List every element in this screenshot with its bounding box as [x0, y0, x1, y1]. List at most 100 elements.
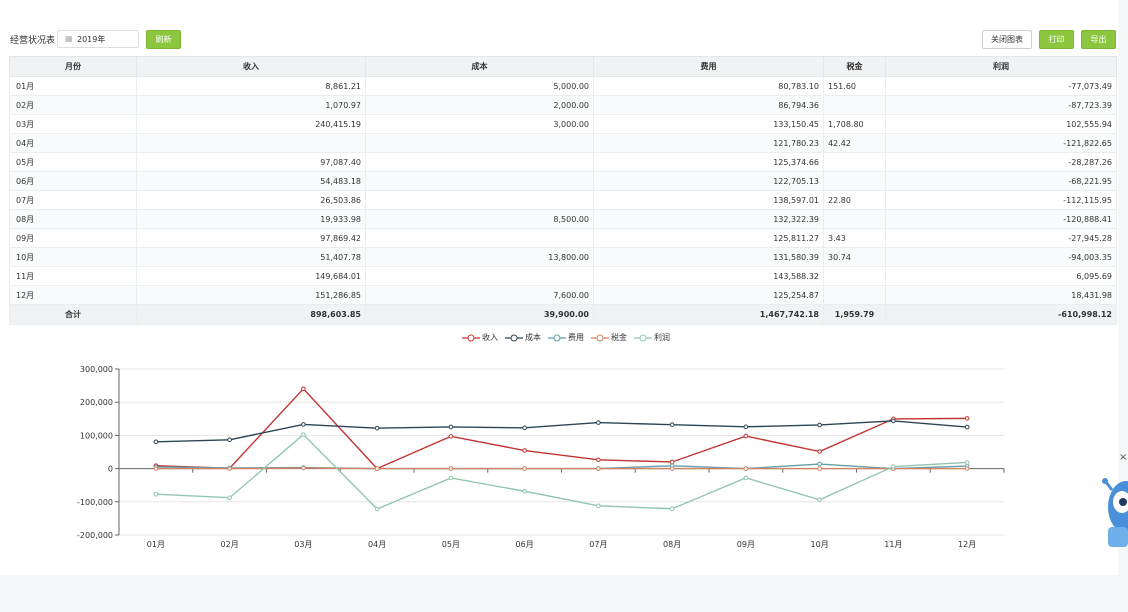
- table-row[interactable]: 03月 240,415.19 3,000.00 133,150.45 1,708.80 1…: [9, 114, 1117, 134]
- data-point: [669, 466, 675, 471]
- cell-month: 04月: [9, 133, 137, 153]
- cell-month: 10月: [9, 247, 137, 267]
- data-point: [374, 506, 380, 512]
- year-picker[interactable]: ▦ 2019年: [57, 30, 139, 48]
- data-point: [153, 491, 159, 497]
- table-row[interactable]: 02月 1,070.97 2,000.00 86,794.36 -87,723.39: [9, 95, 1117, 115]
- cell-income: 8,861.21: [136, 76, 366, 96]
- cell-profit: 6,095.69: [885, 266, 1117, 286]
- x-tick-label: 06月: [516, 540, 534, 549]
- legend-marker-icon: [634, 334, 652, 341]
- total-profit: -610,998.12: [885, 304, 1117, 325]
- total-expense: 1,467,742.18: [593, 304, 824, 325]
- cell-expense: 125,254.87: [593, 285, 824, 305]
- refresh-button[interactable]: 刷新: [146, 30, 181, 49]
- legend-label: 收入: [482, 333, 498, 342]
- cell-income: 240,415.19: [136, 114, 366, 134]
- data-point: [743, 424, 749, 430]
- cell-expense: 80,783.10: [593, 76, 824, 96]
- cell-cost: [365, 133, 594, 153]
- data-point: [743, 475, 749, 481]
- cell-income: 97,087.40: [136, 152, 366, 172]
- cell-expense: 125,811.27: [593, 228, 824, 248]
- legend-item[interactable]: 收入: [462, 332, 498, 343]
- cell-expense: 143,588.32: [593, 266, 824, 286]
- table-row[interactable]: 08月 19,933.98 8,500.00 132,322.39 -120,888.4…: [9, 209, 1117, 229]
- y-tick-label: -200,000: [77, 531, 113, 540]
- table-row[interactable]: 12月 151,286.85 7,600.00 125,254.87 18,431.98: [9, 285, 1117, 305]
- cell-month: 12月: [9, 285, 137, 305]
- cell-tax: 151.60: [823, 76, 886, 96]
- line-chart: 300,000 200,000 100,000 0 -100,000 -200,000 01…: [77, 365, 1005, 549]
- col-header-income[interactable]: 收入: [136, 56, 366, 77]
- series-line: [155, 467, 968, 470]
- cell-profit: -94,003.35: [885, 247, 1117, 267]
- table-row[interactable]: 11月 149,684.01 143,588.32 6,095.69: [9, 266, 1117, 286]
- table-header-row: 月份 收入 成本 费用 税金 利润: [9, 56, 1117, 77]
- total-cost: 39,900.00: [365, 304, 594, 325]
- cell-profit: -112,115.95: [885, 190, 1117, 210]
- cell-cost: 3,000.00: [365, 114, 594, 134]
- data-point: [301, 386, 306, 392]
- x-tick-label: 10月: [811, 540, 829, 549]
- y-tick-label: -100,000: [77, 498, 113, 507]
- table-body: 01月 8,861.21 5,000.00 80,783.10 151.60 -77,07…: [9, 76, 1117, 305]
- cell-income: 151,286.85: [136, 285, 366, 305]
- legend-item[interactable]: 费用: [548, 332, 584, 343]
- cell-month: 08月: [9, 209, 137, 229]
- legend-item[interactable]: 税金: [591, 332, 627, 343]
- close-chart-button[interactable]: 关闭图表: [982, 30, 1032, 49]
- data-point: [227, 466, 232, 471]
- cell-tax: 42.42: [823, 133, 886, 153]
- col-header-profit[interactable]: 利润: [885, 56, 1117, 77]
- data-point: [448, 434, 454, 439]
- data-point: [301, 422, 306, 427]
- table-row[interactable]: 09月 97,869.42 125,811.27 3.43 -27,945.28: [9, 228, 1117, 248]
- col-header-expense[interactable]: 费用: [593, 56, 824, 77]
- data-point: [669, 422, 675, 427]
- chart-legend: 收入 成本 费用 税金 利润: [462, 332, 677, 344]
- cell-expense: 138,597.01: [593, 190, 824, 210]
- col-header-month[interactable]: 月份: [9, 56, 137, 77]
- legend-marker-icon: [591, 334, 609, 341]
- legend-label: 利润: [654, 333, 670, 342]
- legend-item[interactable]: 利润: [634, 332, 670, 343]
- cell-profit: -120,888.41: [885, 209, 1117, 229]
- cell-tax: 22.80: [823, 190, 886, 210]
- cell-income: 149,684.01: [136, 266, 366, 286]
- report-title: 经营状况表: [10, 36, 56, 46]
- x-tick-label: 05月: [442, 540, 460, 549]
- cell-month: 05月: [9, 152, 137, 172]
- cell-cost: [365, 171, 594, 191]
- data-point: [596, 420, 601, 425]
- table-row[interactable]: 07月 26,503.86 138,597.01 22.80 -112,115.95: [9, 190, 1117, 210]
- data-point: [817, 466, 822, 471]
- legend-item[interactable]: 成本: [505, 332, 541, 343]
- data-point: [964, 424, 970, 430]
- total-income: 898,603.85: [136, 304, 366, 325]
- cell-income: 51,407.78: [136, 247, 366, 267]
- table-total-row: 合计 898,603.85 39,900.00 1,467,742.18 1,9…: [9, 304, 1117, 325]
- cell-month: 01月: [9, 76, 137, 96]
- cell-cost: [365, 190, 594, 210]
- table-row[interactable]: 04月 121,780.23 42.42 -121,822.65: [9, 133, 1117, 153]
- col-header-cost[interactable]: 成本: [365, 56, 594, 77]
- assistant-robot-widget[interactable]: ×: [1096, 452, 1128, 552]
- cell-month: 03月: [9, 114, 137, 134]
- data-point: [596, 466, 601, 471]
- table-row[interactable]: 10月 51,407.78 13,800.00 131,580.39 30.74 -94,…: [9, 247, 1117, 267]
- table-row[interactable]: 01月 8,861.21 5,000.00 80,783.10 151.60 -77,07…: [9, 76, 1117, 96]
- legend-label: 成本: [525, 333, 541, 342]
- table-row[interactable]: 05月 97,087.40 125,374.66 -28,287.26: [9, 152, 1117, 172]
- close-icon[interactable]: ×: [1119, 452, 1128, 463]
- table-row[interactable]: 06月 54,483.18 122,705.13 -68,221.95: [9, 171, 1117, 191]
- data-point: [448, 424, 454, 430]
- export-button[interactable]: 导出: [1081, 30, 1116, 49]
- cell-profit: -77,073.49: [885, 76, 1117, 96]
- cell-income: [136, 133, 366, 153]
- cell-income: 19,933.98: [136, 209, 366, 229]
- col-header-tax[interactable]: 税金: [823, 56, 886, 77]
- print-button[interactable]: 打印: [1039, 30, 1074, 49]
- x-tick-label: 09月: [737, 540, 755, 549]
- data-point: [448, 475, 454, 481]
